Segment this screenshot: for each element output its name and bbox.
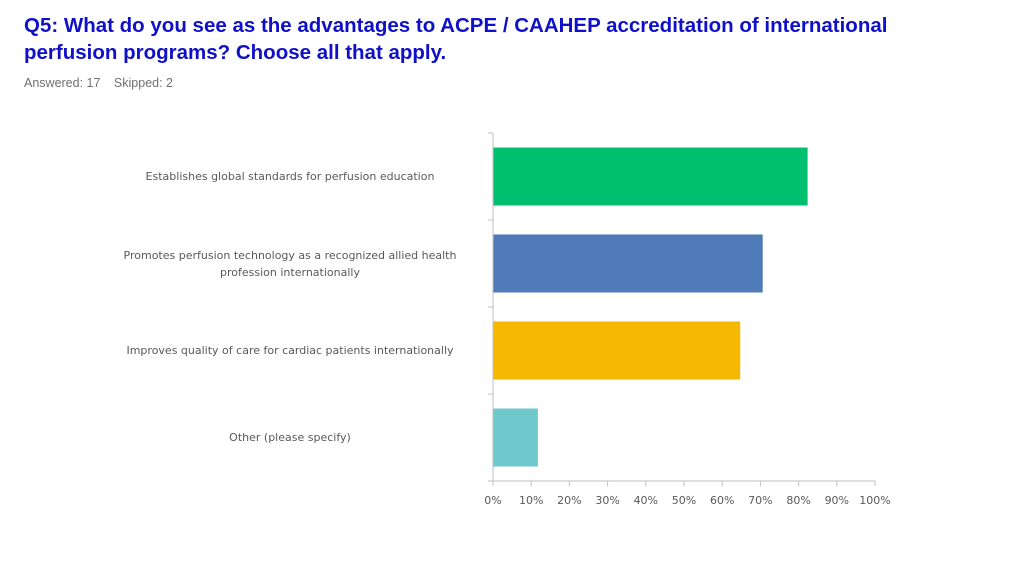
x-tick-label: 50%	[672, 494, 696, 507]
x-tick-label: 70%	[748, 494, 772, 507]
x-tick-label: 20%	[557, 494, 581, 507]
x-tick-label: 90%	[825, 494, 849, 507]
category-label: Other (please specify)	[229, 431, 351, 444]
bar-1	[493, 147, 808, 206]
x-tick-label: 10%	[519, 494, 543, 507]
question-title: Q5: What do you see as the advantages to…	[24, 14, 888, 64]
category-label: Improves quality of care for cardiac pat…	[126, 344, 454, 357]
bar-4	[493, 408, 538, 467]
x-tick-label: 30%	[595, 494, 619, 507]
category-label: Promotes perfusion technology as a recog…	[123, 248, 457, 279]
response-summary: Answered: 17 Skipped: 2	[24, 76, 183, 90]
x-tick-label: 80%	[786, 494, 810, 507]
bar-2	[493, 234, 763, 293]
x-tick-label: 100%	[859, 494, 890, 507]
answered-count: Answered: 17	[24, 76, 101, 90]
x-tick-label: 60%	[710, 494, 734, 507]
x-tick-label: 0%	[484, 494, 501, 507]
category-label: Establishes global standards for perfusi…	[145, 170, 435, 183]
skipped-count: Skipped: 2	[113, 76, 173, 90]
x-tick-label: 40%	[634, 494, 658, 507]
bar-3	[493, 321, 741, 380]
